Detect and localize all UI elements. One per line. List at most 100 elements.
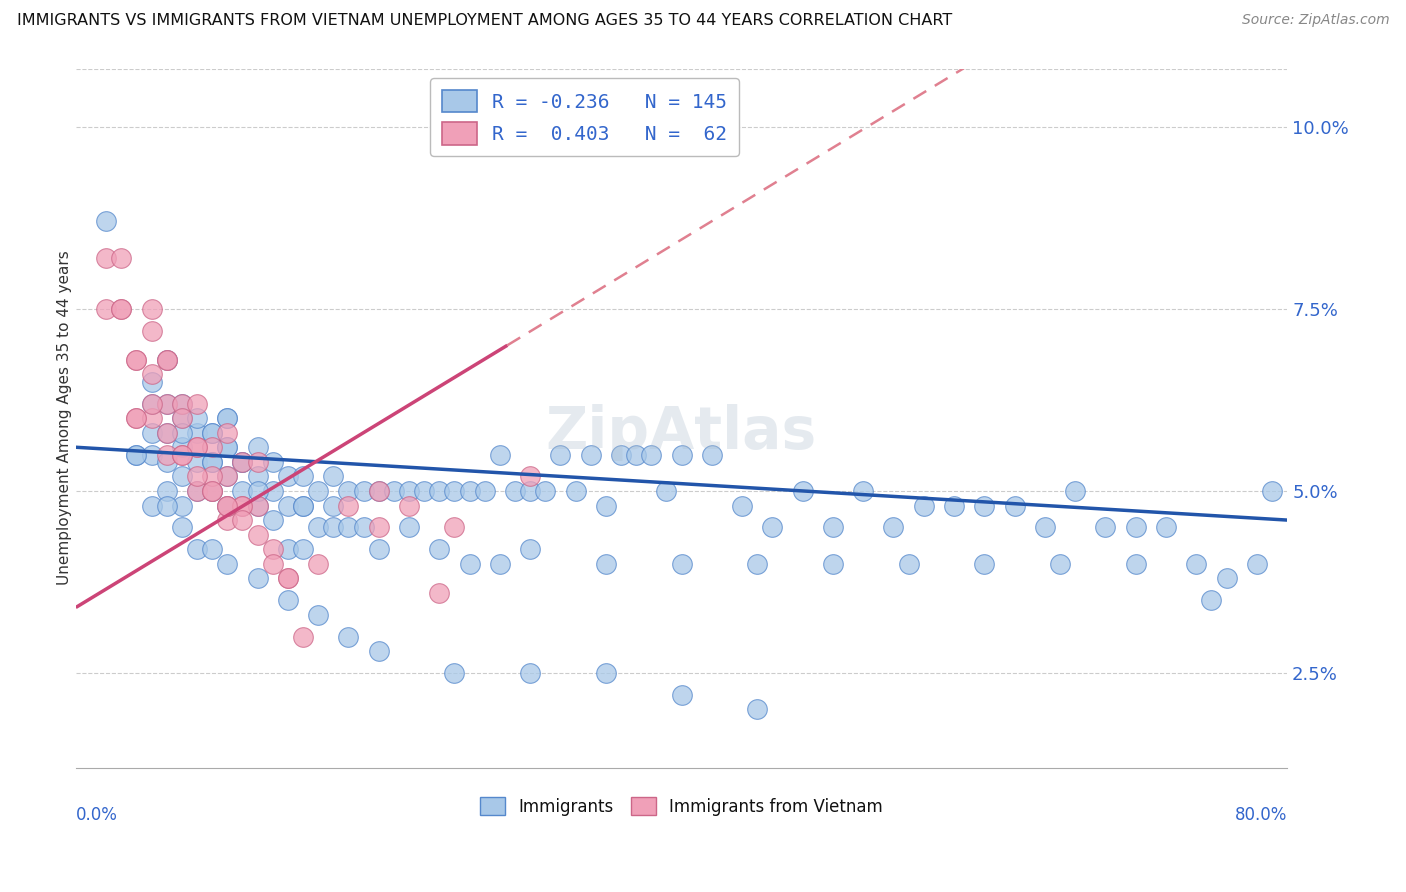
Point bbox=[156, 425, 179, 440]
Point bbox=[307, 483, 329, 498]
Point bbox=[170, 469, 193, 483]
Point bbox=[427, 483, 450, 498]
Point bbox=[519, 483, 541, 498]
Point bbox=[761, 520, 783, 534]
Point bbox=[322, 469, 344, 483]
Point bbox=[141, 448, 163, 462]
Point bbox=[141, 425, 163, 440]
Point bbox=[262, 513, 284, 527]
Point bbox=[1004, 499, 1026, 513]
Point bbox=[624, 448, 647, 462]
Point bbox=[141, 324, 163, 338]
Point bbox=[398, 520, 420, 534]
Point bbox=[186, 542, 208, 557]
Point bbox=[125, 352, 148, 367]
Point bbox=[170, 448, 193, 462]
Point bbox=[201, 542, 224, 557]
Point bbox=[353, 483, 375, 498]
Point bbox=[170, 499, 193, 513]
Point bbox=[186, 455, 208, 469]
Point bbox=[792, 483, 814, 498]
Point bbox=[1064, 483, 1087, 498]
Point bbox=[973, 557, 995, 571]
Point bbox=[427, 542, 450, 557]
Point bbox=[156, 396, 179, 410]
Point bbox=[170, 520, 193, 534]
Point bbox=[141, 368, 163, 382]
Point bbox=[322, 499, 344, 513]
Point bbox=[170, 411, 193, 425]
Point bbox=[579, 448, 602, 462]
Point bbox=[262, 483, 284, 498]
Point bbox=[443, 520, 465, 534]
Point bbox=[94, 214, 117, 228]
Point bbox=[217, 440, 239, 454]
Point bbox=[231, 483, 253, 498]
Point bbox=[307, 557, 329, 571]
Point bbox=[156, 352, 179, 367]
Point bbox=[277, 571, 299, 585]
Point bbox=[671, 557, 693, 571]
Legend: Immigrants, Immigrants from Vietnam: Immigrants, Immigrants from Vietnam bbox=[474, 791, 890, 822]
Point bbox=[1125, 520, 1147, 534]
Point bbox=[1215, 571, 1237, 585]
Point bbox=[94, 251, 117, 265]
Text: ZipAtlas: ZipAtlas bbox=[546, 403, 817, 460]
Point bbox=[398, 483, 420, 498]
Point bbox=[125, 411, 148, 425]
Point bbox=[519, 542, 541, 557]
Point bbox=[170, 440, 193, 454]
Point bbox=[973, 499, 995, 513]
Point bbox=[291, 499, 314, 513]
Point bbox=[246, 499, 269, 513]
Point bbox=[201, 425, 224, 440]
Point bbox=[246, 469, 269, 483]
Point bbox=[141, 396, 163, 410]
Point bbox=[246, 527, 269, 541]
Point bbox=[337, 483, 360, 498]
Text: IMMIGRANTS VS IMMIGRANTS FROM VIETNAM UNEMPLOYMENT AMONG AGES 35 TO 44 YEARS COR: IMMIGRANTS VS IMMIGRANTS FROM VIETNAM UN… bbox=[17, 13, 952, 29]
Point bbox=[170, 396, 193, 410]
Point bbox=[125, 448, 148, 462]
Point bbox=[141, 301, 163, 316]
Point bbox=[550, 448, 572, 462]
Point bbox=[141, 375, 163, 389]
Point bbox=[217, 440, 239, 454]
Point bbox=[488, 557, 510, 571]
Point bbox=[156, 425, 179, 440]
Point bbox=[246, 571, 269, 585]
Point bbox=[231, 499, 253, 513]
Point bbox=[156, 448, 179, 462]
Point bbox=[731, 499, 754, 513]
Point bbox=[1033, 520, 1056, 534]
Point bbox=[1246, 557, 1268, 571]
Point bbox=[564, 483, 586, 498]
Point bbox=[367, 644, 389, 658]
Point bbox=[367, 542, 389, 557]
Point bbox=[125, 352, 148, 367]
Point bbox=[156, 352, 179, 367]
Point bbox=[246, 499, 269, 513]
Point bbox=[943, 499, 966, 513]
Point bbox=[231, 513, 253, 527]
Point bbox=[1049, 557, 1071, 571]
Point bbox=[201, 469, 224, 483]
Point bbox=[217, 513, 239, 527]
Point bbox=[262, 557, 284, 571]
Point bbox=[413, 483, 436, 498]
Point bbox=[262, 455, 284, 469]
Point bbox=[186, 440, 208, 454]
Point bbox=[277, 593, 299, 607]
Point bbox=[125, 448, 148, 462]
Point bbox=[201, 440, 224, 454]
Point bbox=[1094, 520, 1116, 534]
Point bbox=[156, 483, 179, 498]
Y-axis label: Unemployment Among Ages 35 to 44 years: Unemployment Among Ages 35 to 44 years bbox=[58, 251, 72, 585]
Point bbox=[277, 499, 299, 513]
Point bbox=[519, 666, 541, 681]
Point bbox=[201, 425, 224, 440]
Point bbox=[458, 557, 481, 571]
Point bbox=[141, 396, 163, 410]
Text: 0.0%: 0.0% bbox=[76, 806, 118, 824]
Point bbox=[610, 448, 633, 462]
